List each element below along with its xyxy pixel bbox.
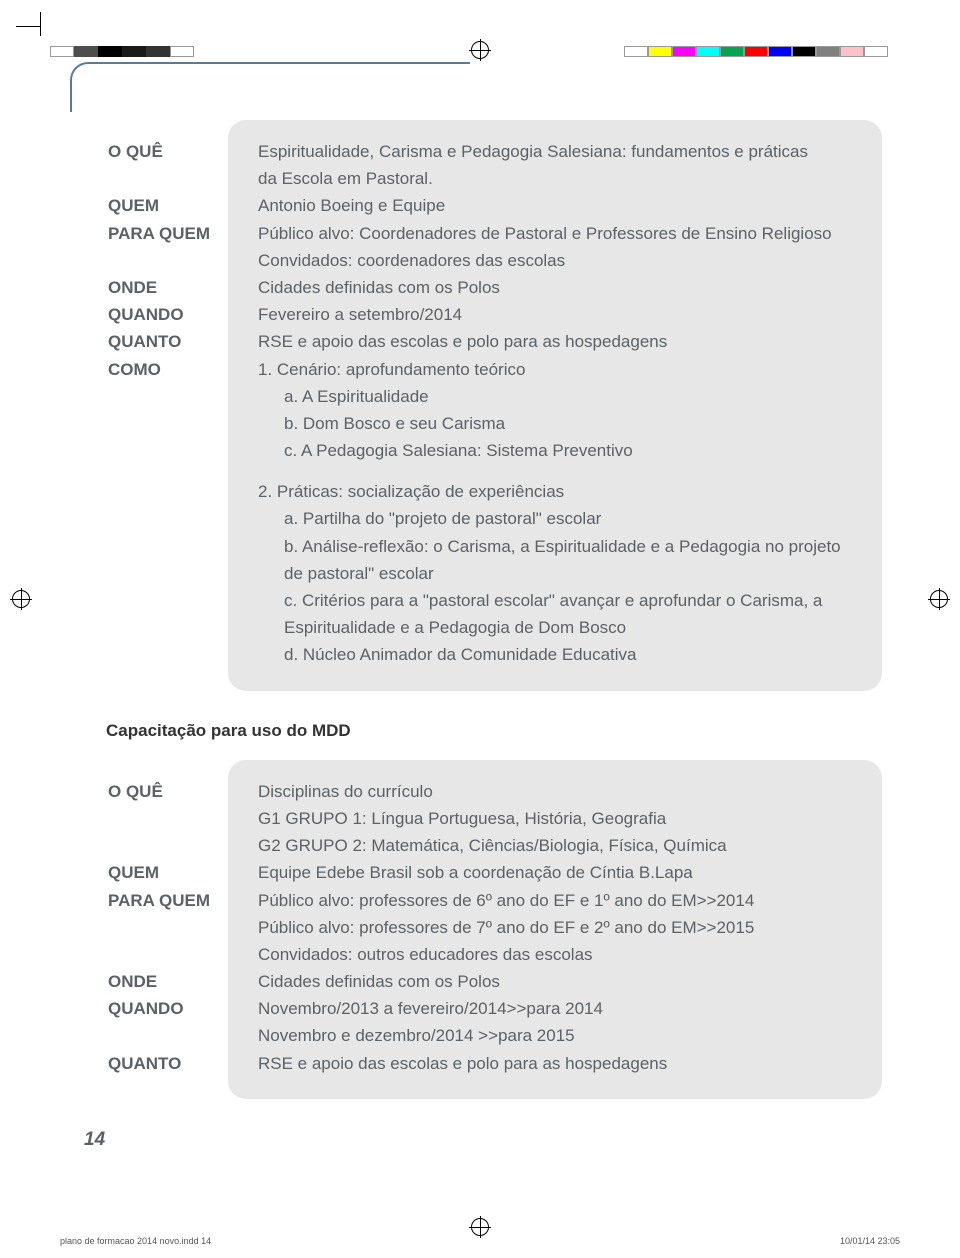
box2-quanto: RSE e apoio das escolas e polo para as h… [258, 1050, 852, 1077]
indesign-slug: plano de formacao 2014 novo.indd 14 10/0… [60, 1234, 900, 1248]
corner-frame [70, 62, 470, 112]
label-paraquem: PARA QUEM [108, 220, 248, 247]
box1-quando: Fevereiro a setembro/2014 [258, 301, 852, 328]
box1-quem: Antonio Boeing e Equipe [258, 192, 852, 219]
box2-onde: Cidades definidas com os Polos [258, 968, 852, 995]
label-quanto: QUANTO [108, 328, 248, 355]
box2-oque-line1: Disciplinas do currículo [258, 778, 852, 805]
label-quando: QUANDO [108, 995, 248, 1022]
label-quando: QUANDO [108, 301, 248, 328]
box1-quanto: RSE e apoio das escolas e polo para as h… [258, 328, 852, 355]
box1-como-1c: c. A Pedagogia Salesiana: Sistema Preven… [258, 437, 852, 464]
label-como: COMO [108, 356, 248, 383]
info-box-2: O QUÊ Disciplinas do currículo G1 GRUPO … [228, 760, 882, 1099]
box2-paraquem-line3: Convidados: outros educadores das escola… [258, 941, 852, 968]
box1-como-2d: d. Núcleo Animador da Comunidade Educati… [258, 641, 852, 668]
label-oque: O QUÊ [108, 778, 248, 805]
box1-como-2a: a. Partilha do "projeto de pastoral" esc… [258, 505, 852, 532]
label-onde: ONDE [108, 968, 248, 995]
box2-quem: Equipe Edebe Brasil sob a coordenação de… [258, 859, 852, 886]
box2-quando-line1: Novembro/2013 a fevereiro/2014>>para 201… [258, 995, 852, 1022]
box2-quando-line2: Novembro e dezembro/2014 >>para 2015 [258, 1022, 852, 1049]
box1-paraquem-line1: Público alvo: Coordenadores de Pastoral … [258, 220, 852, 247]
page-number: 14 [84, 1125, 882, 1155]
box1-oque-line1: Espiritualidade, Carisma e Pedagogia Sal… [258, 138, 852, 165]
label-oque: O QUÊ [108, 138, 248, 165]
section-heading: Capacitação para uso do MDD [106, 717, 882, 744]
box1-onde: Cidades definidas com os Polos [258, 274, 852, 301]
box2-paraquem-line1: Público alvo: professores de 6º ano do E… [258, 887, 852, 914]
label-quem: QUEM [108, 859, 248, 886]
box1-como-2c-line1: c. Critérios para a "pastoral escolar" a… [258, 587, 852, 614]
box1-como-1a: a. A Espiritualidade [258, 383, 852, 410]
label-onde: ONDE [108, 274, 248, 301]
box1-como-1: 1. Cenário: aprofundamento teórico [258, 356, 852, 383]
slug-filename: plano de formacao 2014 novo.indd 14 [60, 1234, 211, 1248]
label-paraquem: PARA QUEM [108, 887, 248, 914]
box2-paraquem-line2: Público alvo: professores de 7º ano do E… [258, 914, 852, 941]
info-box-1: O QUÊ Espiritualidade, Carisma e Pedagog… [228, 120, 882, 691]
slug-timestamp: 10/01/14 23:05 [840, 1234, 900, 1248]
box2-oque-line3: G2 GRUPO 2: Matemática, Ciências/Biologi… [258, 832, 852, 859]
box1-como-2b-line1: b. Análise-reflexão: o Carisma, a Espiri… [258, 533, 852, 560]
box1-como-2b-line2: de pastoral" escolar [258, 560, 852, 587]
box1-como-2: 2. Práticas: socialização de experiência… [258, 478, 852, 505]
box1-paraquem-line2: Convidados: coordenadores das escolas [258, 247, 852, 274]
box1-oque-line2: da Escola em Pastoral. [258, 165, 852, 192]
label-quem: QUEM [108, 192, 248, 219]
label-quanto: QUANTO [108, 1050, 248, 1077]
box2-oque-line2: G1 GRUPO 1: Língua Portuguesa, História,… [258, 805, 852, 832]
box1-como-2c-line2: Espiritualidade e a Pedagogia de Dom Bos… [258, 614, 852, 641]
page-content: O QUÊ Espiritualidade, Carisma e Pedagog… [0, 0, 960, 1185]
box1-como-1b: b. Dom Bosco e seu Carisma [258, 410, 852, 437]
